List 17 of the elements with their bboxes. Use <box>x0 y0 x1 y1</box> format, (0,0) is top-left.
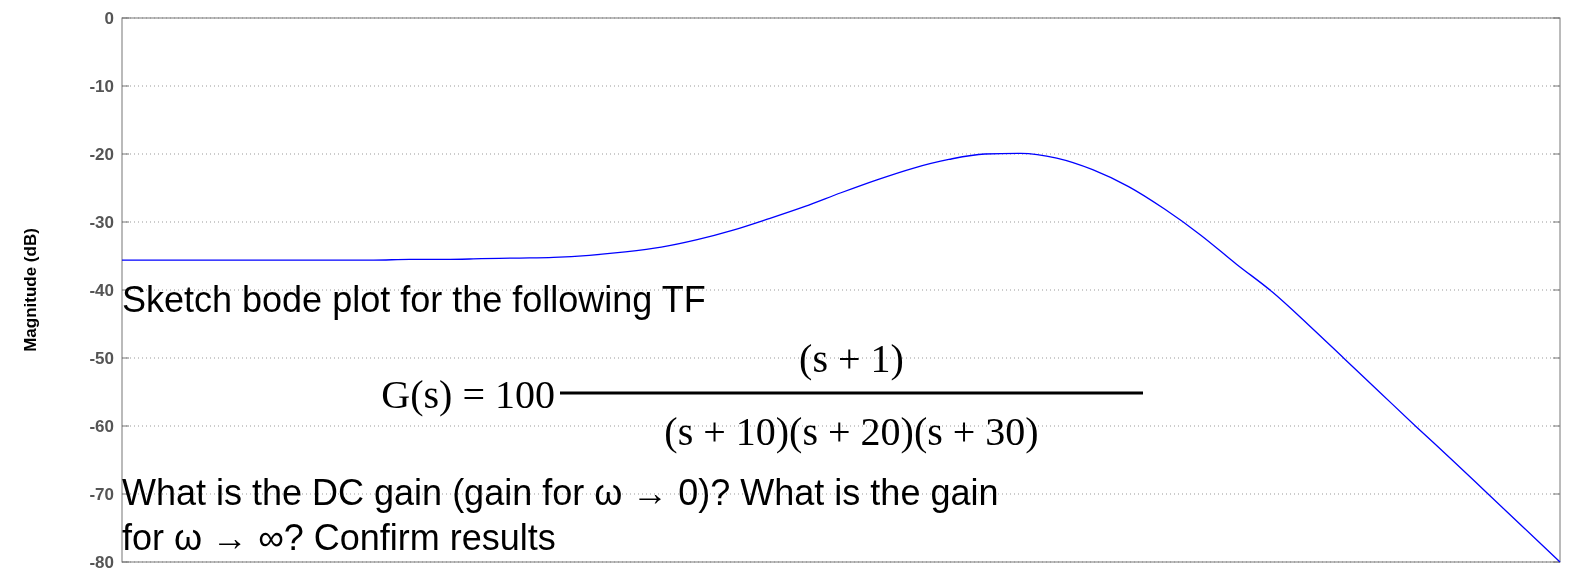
annotation: Sketch bode plot for the following TF <box>122 279 706 320</box>
y-tick-label: -60 <box>89 416 114 436</box>
y-tick-label: -70 <box>89 484 114 504</box>
y-tick-label: -80 <box>89 552 114 572</box>
annotation: What is the DC gain (gain for ω → 0)? What is the gain <box>122 472 999 513</box>
annotation: (s + 10)(s + 20)(s + 30) <box>664 409 1039 454</box>
y-tick-label: -50 <box>89 348 114 368</box>
annotation: (s + 1) <box>799 336 904 381</box>
y-tick-label: 0 <box>104 8 114 28</box>
annotation: for ω → ∞? Confirm results <box>122 517 556 558</box>
y-tick-label: -40 <box>89 280 114 300</box>
y-tick-label: -20 <box>89 144 114 164</box>
line-series <box>121 152 1561 563</box>
y-axis-title: Magnitude (dB) <box>21 228 40 352</box>
y-tick-label: -30 <box>89 212 114 232</box>
y-tick-label: -10 <box>89 76 114 96</box>
annotation: G(s) = 100 <box>381 372 555 417</box>
